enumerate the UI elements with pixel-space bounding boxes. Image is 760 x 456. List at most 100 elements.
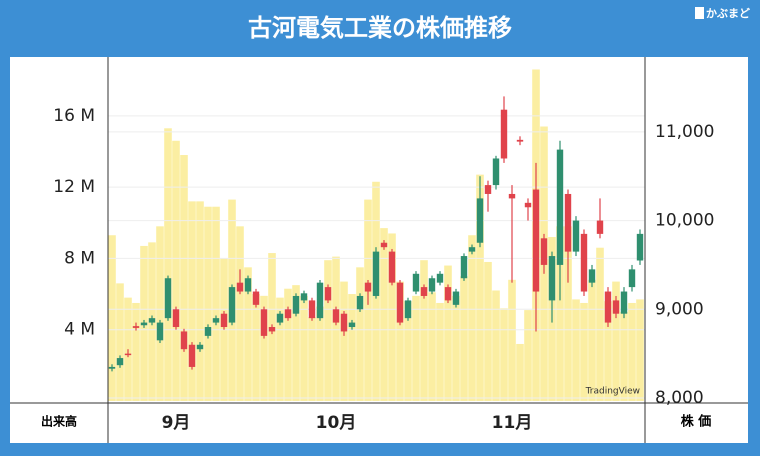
volume-bar: [172, 140, 180, 401]
volume-bar: [564, 226, 572, 401]
candle-body: [284, 309, 292, 319]
volume-bar: [300, 295, 308, 401]
volume-bar: [628, 302, 636, 401]
candle-body: [628, 269, 636, 288]
candle-body: [148, 318, 156, 323]
candle-body: [516, 139, 524, 142]
candle-body: [508, 193, 516, 199]
candle-body: [612, 300, 620, 314]
volume-bar: [452, 295, 460, 401]
volume-bar: [444, 265, 452, 401]
candle-body: [156, 322, 164, 341]
volume-bar: [212, 206, 220, 401]
volume-bar: [252, 294, 260, 401]
candle-body: [244, 278, 252, 292]
candle-body: [140, 322, 148, 326]
candle-body: [204, 327, 212, 336]
volume-bar: [580, 302, 588, 401]
candle-body: [340, 313, 348, 332]
watermark: TradingView: [585, 387, 640, 397]
candle-body: [188, 344, 196, 367]
y2-tick-label: 9,000: [655, 299, 704, 319]
volume-bar: [236, 226, 244, 401]
volume-bar: [348, 294, 356, 401]
candle-body: [492, 158, 500, 186]
volume-bar: [572, 299, 580, 401]
candle-body: [300, 293, 308, 301]
volume-bar: [244, 267, 252, 401]
candle-body: [388, 251, 396, 283]
volume-bar: [276, 297, 284, 401]
candle-body: [260, 309, 268, 336]
volume-bar: [524, 310, 532, 401]
volume-bar: [412, 295, 420, 401]
volume-bar: [436, 302, 444, 401]
candle-body: [580, 233, 588, 292]
volume-bar: [108, 235, 116, 401]
candle-body: [356, 295, 364, 310]
volume-bar: [324, 260, 332, 401]
candle-body: [324, 287, 332, 301]
candle-body: [428, 278, 436, 292]
volume-bar: [204, 206, 212, 401]
volume-label: 出来高: [41, 414, 77, 429]
volume-bar: [188, 201, 196, 401]
candle-body: [252, 291, 260, 305]
candle-body: [132, 326, 140, 328]
candle-body: [588, 269, 596, 283]
candle-body: [308, 300, 316, 319]
candle-body: [636, 233, 644, 261]
x-tick-label: 9月: [162, 413, 191, 433]
volume-bar: [388, 233, 396, 401]
volume-bar: [164, 128, 172, 401]
candle-body: [564, 193, 572, 252]
volume-bar: [396, 281, 404, 401]
x-tick-label: 11月: [492, 413, 533, 433]
chart-title: 古河電気工業の株価推移: [248, 14, 512, 42]
candle-body: [620, 291, 628, 314]
x-tick-label: 10月: [316, 413, 357, 433]
volume-bar: [516, 343, 524, 401]
candle-body: [604, 291, 612, 323]
candle-body: [196, 344, 204, 350]
volume-bar: [636, 299, 644, 401]
candle-body: [276, 313, 284, 323]
volume-bar: [156, 226, 164, 401]
candle-body: [460, 256, 468, 279]
candle-body: [236, 282, 244, 292]
volume-bar: [260, 295, 268, 401]
volume-bar: [428, 292, 436, 401]
candle-body: [212, 318, 220, 323]
candle-body: [380, 242, 388, 248]
volume-bar: [332, 256, 340, 401]
volume-bar: [508, 279, 516, 401]
candle-body: [164, 278, 172, 319]
volume-bar: [596, 247, 604, 401]
candle-body: [372, 251, 380, 296]
candle-body: [500, 109, 508, 159]
volume-bar: [180, 155, 188, 401]
volume-bar: [196, 201, 204, 401]
volume-bar: [500, 308, 508, 401]
volume-bar: [492, 290, 500, 401]
candle-body: [172, 309, 180, 328]
logo-icon: [695, 7, 704, 19]
y-tick-label: 12 M: [53, 177, 95, 197]
candle-body: [396, 282, 404, 323]
candle-body: [572, 220, 580, 252]
candle-body: [596, 220, 604, 234]
volume-bar: [292, 285, 300, 401]
y2-tick-label: 10,000: [655, 211, 714, 231]
candle-body: [412, 273, 420, 292]
candle-body: [364, 282, 372, 292]
volume-bar: [612, 281, 620, 401]
plot: [108, 69, 645, 402]
candle-body: [180, 331, 188, 350]
volume-bar: [356, 267, 364, 401]
candle-body: [540, 238, 548, 265]
candle-body: [420, 287, 428, 296]
volume-bar: [132, 302, 140, 401]
volume-bar: [620, 311, 628, 401]
candle-body: [316, 282, 324, 319]
